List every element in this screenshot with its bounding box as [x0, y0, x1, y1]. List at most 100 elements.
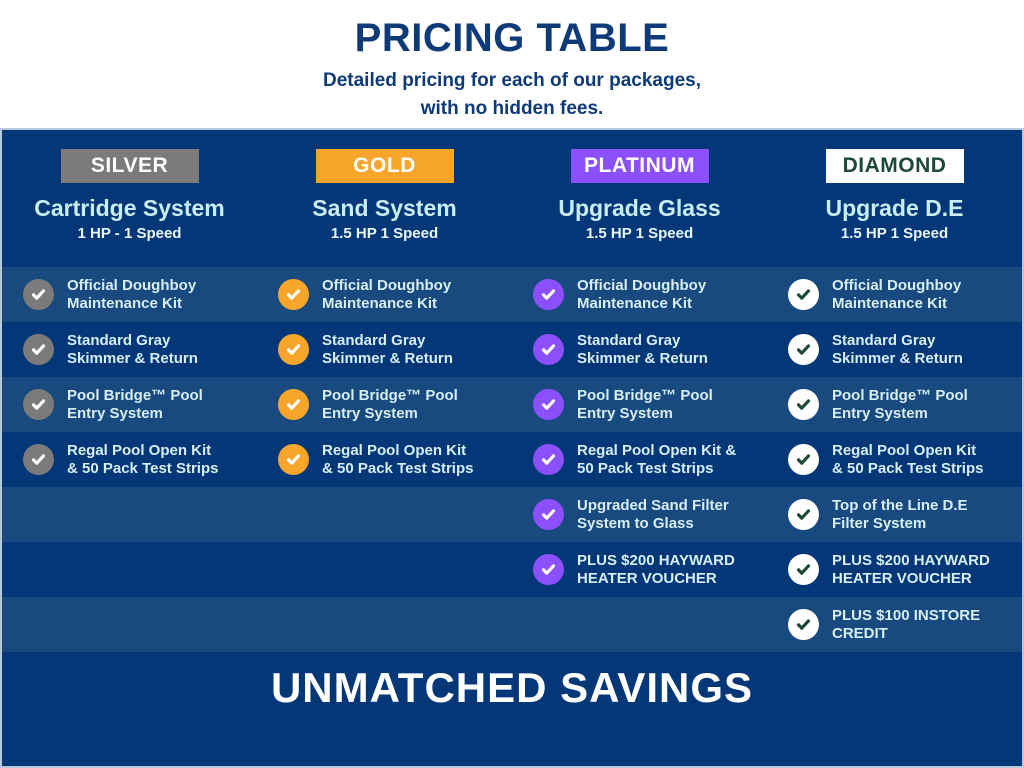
feature-label: Upgraded Sand Filter System to Glass [577, 496, 729, 532]
feature-grid: Official Doughboy Maintenance Kit Officia… [2, 267, 1022, 652]
feature-label: Regal Pool Open Kit & 50 Pack Test Strip… [322, 441, 474, 477]
check-icon [788, 334, 819, 365]
column-title-platinum: Upgrade Glass [558, 195, 721, 221]
feature-row: Standard Gray Skimmer & Return Standard G… [2, 322, 1022, 377]
check-icon [23, 279, 54, 310]
feature-cell-diamond: Regal Pool Open Kit & 50 Pack Test Strip… [767, 432, 1022, 487]
feature-cell-platinum: Standard Gray Skimmer & Return [512, 322, 767, 377]
feature-cell-gold [257, 597, 512, 652]
feature-cell-silver [2, 597, 257, 652]
feature-cell-silver: Official Doughboy Maintenance Kit [2, 267, 257, 322]
feature-cell-gold: Pool Bridge™ Pool Entry System [257, 377, 512, 432]
page-subtitle: Detailed pricing for each of our package… [0, 67, 1024, 122]
tier-badge-gold: GOLD [315, 149, 454, 183]
feature-cell-gold [257, 487, 512, 542]
table-header-row: SILVER Cartridge System 1 HP - 1 Speed G… [2, 130, 1022, 267]
page-title: PRICING TABLE [354, 16, 670, 60]
feature-row: Regal Pool Open Kit & 50 Pack Test Strip… [2, 432, 1022, 487]
feature-cell-platinum: Official Doughboy Maintenance Kit [512, 267, 767, 322]
page-subtitle-line1: Detailed pricing for each of our package… [323, 70, 701, 91]
column-title-silver: Cartridge System [34, 195, 225, 221]
check-icon [278, 444, 309, 475]
page-subtitle-line2: with no hidden fees. [420, 97, 604, 119]
feature-row: Upgraded Sand Filter System to Glass Top … [2, 487, 1022, 542]
feature-label: Pool Bridge™ Pool Entry System [832, 386, 968, 422]
feature-cell-gold [257, 542, 512, 597]
column-header-gold: GOLD Sand System 1.5 HP 1 Speed [257, 130, 512, 267]
page-header: PRICING TABLE Detailed pricing for each … [0, 0, 1024, 128]
feature-label: Top of the Line D.E Filter System [832, 496, 968, 532]
column-spec-diamond: 1.5 HP 1 Speed [840, 225, 949, 242]
column-spec-gold: 1.5 HP 1 Speed [330, 225, 439, 242]
feature-label: Pool Bridge™ Pool Entry System [577, 386, 713, 422]
check-icon [533, 444, 564, 475]
check-icon [278, 389, 309, 420]
check-icon [278, 334, 309, 365]
feature-row: Pool Bridge™ Pool Entry System Pool Bridg… [2, 377, 1022, 432]
column-title-gold: Sand System [312, 195, 457, 221]
feature-row: PLUS $200 HAYWARD HEATER VOUCHER PLUS $20… [2, 542, 1022, 597]
check-icon [23, 444, 54, 475]
feature-cell-platinum: PLUS $200 HAYWARD HEATER VOUCHER [512, 542, 767, 597]
feature-label: Pool Bridge™ Pool Entry System [322, 386, 458, 422]
check-icon [533, 499, 564, 530]
feature-label: Regal Pool Open Kit & 50 Pack Test Strip… [577, 441, 737, 477]
column-header-platinum: PLATINUM Upgrade Glass 1.5 HP 1 Speed [512, 130, 767, 267]
check-icon [788, 499, 819, 530]
banner-text: UNMATCHED SAVINGS [270, 664, 754, 711]
feature-cell-diamond: Pool Bridge™ Pool Entry System [767, 377, 1022, 432]
feature-label: PLUS $200 HAYWARD HEATER VOUCHER [832, 551, 990, 587]
feature-cell-diamond: Official Doughboy Maintenance Kit [767, 267, 1022, 322]
feature-cell-silver: Pool Bridge™ Pool Entry System [2, 377, 257, 432]
feature-label: PLUS $200 HAYWARD HEATER VOUCHER [577, 551, 735, 587]
feature-cell-platinum: Pool Bridge™ Pool Entry System [512, 377, 767, 432]
feature-label: Official Doughboy Maintenance Kit [67, 276, 197, 312]
feature-cell-platinum: Upgraded Sand Filter System to Glass [512, 487, 767, 542]
feature-label: Official Doughboy Maintenance Kit [577, 276, 707, 312]
feature-row: Official Doughboy Maintenance Kit Officia… [2, 267, 1022, 322]
feature-label: Regal Pool Open Kit & 50 Pack Test Strip… [832, 441, 984, 477]
feature-cell-silver [2, 487, 257, 542]
feature-label: Standard Gray Skimmer & Return [67, 331, 198, 367]
feature-label: Official Doughboy Maintenance Kit [832, 276, 962, 312]
feature-cell-platinum: Regal Pool Open Kit & 50 Pack Test Strip… [512, 432, 767, 487]
pricing-table: SILVER Cartridge System 1 HP - 1 Speed G… [0, 128, 1024, 768]
feature-label: PLUS $100 INSTORE CREDIT [832, 606, 981, 642]
feature-cell-silver: Standard Gray Skimmer & Return [2, 322, 257, 377]
feature-row: PLUS $100 INSTORE CREDIT [2, 597, 1022, 652]
column-spec-silver: 1 HP - 1 Speed [77, 225, 182, 242]
feature-cell-gold: Official Doughboy Maintenance Kit [257, 267, 512, 322]
feature-label: Standard Gray Skimmer & Return [577, 331, 708, 367]
check-icon [533, 554, 564, 585]
column-header-silver: SILVER Cartridge System 1 HP - 1 Speed [2, 130, 257, 267]
check-icon [788, 279, 819, 310]
feature-cell-diamond: PLUS $100 INSTORE CREDIT [767, 597, 1022, 652]
tier-badge-silver: SILVER [60, 149, 199, 183]
feature-label: Standard Gray Skimmer & Return [832, 331, 963, 367]
check-icon [533, 279, 564, 310]
feature-label: Pool Bridge™ Pool Entry System [67, 386, 203, 422]
check-icon [533, 334, 564, 365]
feature-cell-gold: Regal Pool Open Kit & 50 Pack Test Strip… [257, 432, 512, 487]
feature-cell-silver [2, 542, 257, 597]
feature-cell-diamond: PLUS $200 HAYWARD HEATER VOUCHER [767, 542, 1022, 597]
column-header-diamond: DIAMOND Upgrade D.E 1.5 HP 1 Speed [767, 130, 1022, 267]
feature-cell-platinum [512, 597, 767, 652]
savings-banner: UNMATCHED SAVINGS [2, 652, 1022, 766]
feature-cell-diamond: Top of the Line D.E Filter System [767, 487, 1022, 542]
column-title-diamond: Upgrade D.E [825, 195, 964, 221]
tier-badge-diamond: DIAMOND [825, 149, 964, 183]
check-icon [533, 389, 564, 420]
check-icon [788, 444, 819, 475]
feature-label: Standard Gray Skimmer & Return [322, 331, 453, 367]
feature-cell-silver: Regal Pool Open Kit & 50 Pack Test Strip… [2, 432, 257, 487]
check-icon [788, 554, 819, 585]
feature-label: Regal Pool Open Kit & 50 Pack Test Strip… [67, 441, 219, 477]
tier-badge-platinum: PLATINUM [570, 149, 709, 183]
feature-label: Official Doughboy Maintenance Kit [322, 276, 452, 312]
check-icon [788, 389, 819, 420]
check-icon [278, 279, 309, 310]
feature-cell-diamond: Standard Gray Skimmer & Return [767, 322, 1022, 377]
check-icon [23, 389, 54, 420]
